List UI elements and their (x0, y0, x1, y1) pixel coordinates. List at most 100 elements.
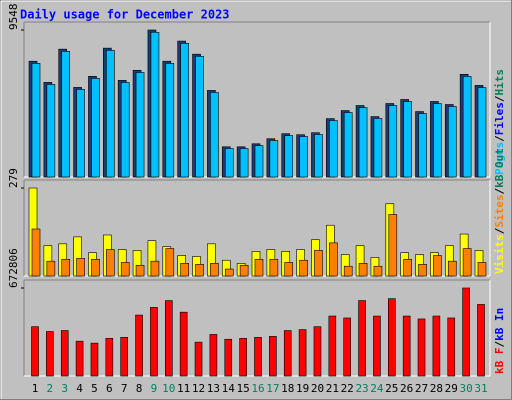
bar (31, 228, 41, 277)
x-tick-label: 5 (91, 382, 98, 395)
bar (417, 318, 426, 377)
y-tick-label: 279 (7, 168, 20, 188)
bar (283, 330, 292, 377)
bar (254, 337, 262, 377)
bar (90, 342, 99, 377)
x-tick-label: 8 (136, 382, 143, 395)
bar (462, 248, 472, 277)
bar (447, 260, 457, 277)
bar (239, 148, 249, 178)
bar (209, 334, 218, 377)
x-tick-label: 23 (355, 382, 368, 395)
x-tick-label: 31 (474, 382, 487, 395)
bar (269, 336, 277, 377)
bar (388, 105, 398, 178)
bar (373, 118, 383, 178)
bar (298, 329, 307, 377)
x-tick-label: 7 (121, 382, 128, 395)
bar (418, 264, 427, 277)
bar (358, 300, 366, 377)
bar (299, 136, 308, 178)
bar (477, 87, 487, 178)
bar (195, 264, 204, 277)
bar (150, 31, 160, 178)
bar (165, 248, 175, 277)
legend-entry: Sites (493, 195, 506, 228)
bar (76, 89, 85, 178)
x-tick-label: 3 (61, 382, 68, 395)
bar (358, 263, 368, 277)
bar (328, 315, 337, 377)
legend-entry: kB Out (493, 148, 506, 188)
bar (254, 258, 264, 277)
x-tick-label: 26 (400, 382, 413, 395)
bar (447, 317, 456, 377)
legend-entry: / (493, 135, 506, 142)
x-tick-label: 4 (76, 382, 83, 395)
legend-entry: kB F (493, 348, 506, 375)
bar (31, 63, 41, 178)
bar (284, 262, 294, 277)
bar (46, 260, 56, 277)
legend-entry: Hits (493, 69, 506, 96)
bar (46, 84, 56, 178)
x-tick-label: 25 (385, 382, 398, 395)
bar (179, 311, 188, 377)
bar (358, 107, 368, 178)
bar (239, 264, 249, 277)
bar (195, 55, 204, 178)
legend: kB F/kB In (493, 308, 506, 374)
bar (224, 338, 233, 377)
y-tick-label: 9548 (7, 4, 20, 31)
bar (106, 249, 115, 277)
legend-entry: Pages (493, 142, 506, 175)
bar (61, 258, 71, 277)
x-tick-label: 11 (177, 382, 190, 395)
x-tick-label: 14 (222, 382, 236, 395)
x-tick-label: 27 (415, 382, 428, 395)
bar (314, 134, 323, 178)
bar (462, 76, 472, 178)
bar (194, 341, 203, 377)
bar (75, 340, 84, 377)
x-tick-label: 15 (237, 382, 250, 395)
bar (402, 315, 411, 377)
bar (269, 258, 279, 277)
x-tick-label: 6 (106, 382, 113, 395)
bar (135, 72, 145, 178)
x-tick-label: 10 (162, 382, 175, 395)
bar (135, 264, 145, 277)
bar (224, 268, 234, 277)
chart-title: Daily usage for December 2023 (20, 8, 230, 22)
legend-entry: Files (493, 102, 506, 135)
x-tick-label: 9 (151, 382, 158, 395)
bar (120, 337, 128, 377)
bar (373, 265, 383, 277)
x-tick-label: 21 (326, 382, 339, 395)
bar (91, 78, 100, 178)
x-tick-label: 18 (281, 382, 294, 395)
bar (432, 315, 441, 377)
bar (224, 148, 234, 178)
legend-entry: / (493, 341, 506, 348)
bar (106, 49, 115, 178)
bar (329, 120, 338, 178)
bar (165, 300, 173, 377)
bar (477, 262, 487, 277)
bar (477, 304, 485, 377)
bar (135, 314, 143, 377)
bar (433, 255, 442, 277)
x-tick-label: 29 (445, 382, 458, 395)
x-tick-label: 28 (430, 382, 443, 395)
bar (418, 113, 427, 178)
legend: Pages/Files/Hits (493, 69, 506, 175)
bar (120, 82, 130, 178)
bar (61, 51, 71, 178)
bar (447, 106, 457, 178)
bar (284, 135, 294, 178)
bar (343, 265, 353, 277)
legend-entry: / (493, 227, 506, 234)
bar (329, 242, 338, 277)
bar (343, 317, 352, 377)
